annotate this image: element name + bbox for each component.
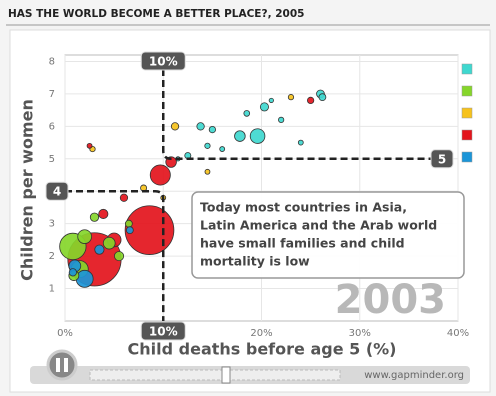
y-tick-label: 5 [49,154,55,165]
annotation: Today most countries in Asia, Latin Ameri… [200,200,437,269]
reference-badge [140,321,186,341]
y-tick-label: 8 [49,56,55,67]
chart-title: HAS THE WORLD BECOME A BETTER PLACE?, 20… [8,8,304,20]
bubble [243,110,251,117]
bubble [77,229,92,244]
bubble [204,142,211,149]
bubble [89,212,100,222]
bubble [297,139,304,146]
legend-swatch [461,85,473,97]
reference-label: 4 [53,185,61,199]
bubble [307,96,315,105]
bubble [204,168,211,175]
bubble [318,93,327,102]
slider-thumb[interactable] [221,366,231,384]
y-tick-label: 2 [49,251,55,262]
reference-line [162,69,434,161]
reference-badge [45,181,69,201]
y-axis-label: Children per women [18,99,37,281]
legend [461,63,473,163]
bubble [268,97,274,104]
bubble [278,116,285,123]
bubble [170,122,180,131]
bubble [125,226,134,235]
bubble [234,130,246,142]
legend-swatch [461,151,473,163]
site-url[interactable]: www.gapminder.org [364,370,464,381]
bubble [68,268,77,277]
x-tick-label: 30% [349,328,371,339]
reference-label: 10% [149,325,178,339]
y-tick-label: 1 [49,284,55,295]
y-tick-label: 6 [49,121,55,132]
reference-label: 10% [149,55,178,69]
bubble [75,269,94,288]
pause-bar [64,358,68,372]
annotation-text: Today most countries in Asia, [200,200,407,215]
bubble [102,236,116,250]
grid: 1 2 3 4 5 6 7 8 0% 10% 20% 30% 40% [49,55,469,339]
pause-bar [56,358,60,372]
bubble [196,122,205,131]
bubble [249,128,266,144]
reference-lines: 10%10%54 [45,51,454,341]
reference-badge [430,149,454,169]
bubble [219,146,226,152]
bubble [114,251,125,262]
bubble [287,94,295,101]
x-tick-label: 0% [57,328,73,339]
bubble [124,205,175,255]
bubble [94,244,105,255]
x-tick-label: 20% [250,328,272,339]
annotation-text: mortality is low [200,254,310,269]
bubble [208,125,216,134]
reference-line [65,189,165,321]
annotation-box [191,191,465,279]
reference-label: 5 [438,152,446,166]
x-tick-label: 40% [447,328,469,339]
bubble [119,193,129,202]
bubble [98,208,109,219]
legend-swatch [461,107,473,119]
legend-swatch [461,63,473,75]
bubble [86,142,93,149]
x-axis-label: Child deaths before age 5 (%) [128,340,397,359]
y-tick-label: 3 [49,219,55,230]
bubble [259,102,269,112]
y-tick-label: 7 [49,89,55,100]
legend-swatch [461,129,473,141]
bubble [149,164,171,186]
year-label: 2003 [335,277,446,323]
bubble [124,219,133,228]
play-button[interactable] [46,349,78,381]
reference-badge [140,51,186,71]
time-slider[interactable] [89,369,341,381]
annotation-text: Latin America and the Arab world [200,218,437,233]
annotation-text: have small families and child [200,236,405,251]
